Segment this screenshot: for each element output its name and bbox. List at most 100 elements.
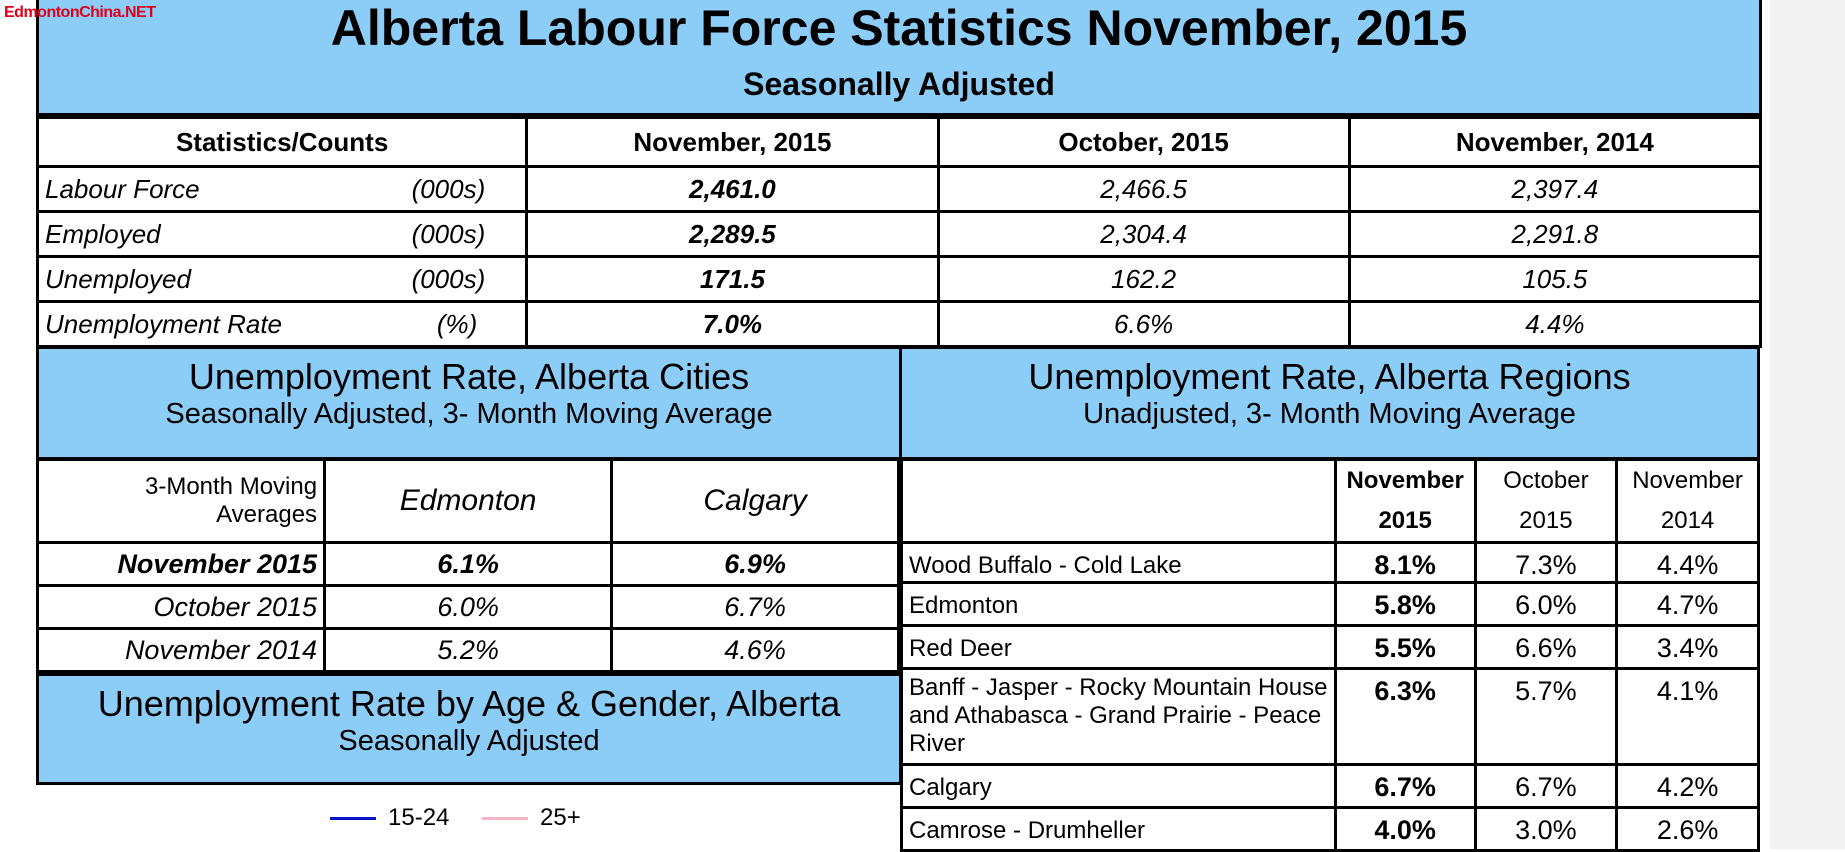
age-gender-section-header: Unemployment Rate by Age & Gender, Alber…: [36, 673, 902, 785]
table-row: November 2015 6.1% 6.9%: [35, 541, 900, 587]
table-header-row: November 2015 October 2015 November 2014: [900, 458, 1760, 544]
labour-force-table: Statistics/Counts November, 2015 October…: [35, 116, 1763, 348]
cell-value: 2,289.5: [525, 210, 940, 258]
cell-value: 5.5%: [1333, 624, 1477, 670]
cell-value: 6.0%: [323, 584, 614, 630]
column-header-edmonton: Edmonton: [323, 458, 614, 544]
cell-value: 6.3%: [1333, 667, 1477, 766]
table-row: Unemployed (000s) 171.5 162.2 105.5: [35, 255, 1763, 303]
table-row: Labour Force (000s) 2,461.0 2,466.5 2,397…: [35, 165, 1763, 213]
column-header: October 2015: [1473, 458, 1619, 544]
column-header-calgary: Calgary: [610, 458, 900, 544]
row-label: November 2015: [35, 541, 327, 587]
region-name: Edmonton: [900, 581, 1337, 627]
row-label: Labour Force: [45, 173, 200, 204]
row-unit: (000s): [411, 173, 486, 204]
row-label: Employed: [45, 218, 161, 249]
table-row: October 2015 6.0% 6.7%: [35, 584, 900, 630]
table-header-row: 3-Month Moving Averages Edmonton Calgary: [35, 458, 900, 544]
cell-value: 6.6%: [936, 300, 1351, 348]
table-row: Edmonton 5.8% 6.0% 4.7%: [900, 581, 1760, 627]
legend-item-15-24: 15-24: [330, 804, 449, 832]
cities-subtitle: Seasonally Adjusted, 3- Month Moving Ave…: [165, 398, 773, 430]
row-unit: (%): [436, 308, 478, 339]
cell-value: 6.7%: [1473, 763, 1619, 809]
watermark: EdmontonChina.NET: [4, 4, 156, 21]
legend-line-icon: [482, 817, 528, 821]
table-row: Employed (000s) 2,289.5 2,304.4 2,291.8: [35, 210, 1763, 258]
row-label: November 2014: [35, 627, 327, 673]
cell-value: 7.3%: [1473, 541, 1619, 584]
cell-value: 2.6%: [1615, 806, 1760, 852]
cell-value: 4.1%: [1615, 667, 1760, 766]
column-header: October, 2015: [936, 116, 1351, 168]
table-row: Calgary 6.7% 6.7% 4.2%: [900, 763, 1760, 809]
cell-value: 2,304.4: [936, 210, 1351, 258]
cell-value: 5.2%: [323, 627, 614, 673]
row-label: October 2015: [35, 584, 327, 630]
table-row: November 2014 5.2% 4.6%: [35, 627, 900, 673]
region-name: Wood Buffalo - Cold Lake: [900, 541, 1337, 584]
legend-line-icon: [330, 817, 376, 821]
cell-value: 4.0%: [1333, 806, 1477, 852]
cell-value: 4.4%: [1347, 300, 1763, 348]
column-header: November 2014: [1615, 458, 1760, 544]
corner-label: 3-Month Moving Averages: [35, 458, 327, 544]
cell-value: 6.0%: [1473, 581, 1619, 627]
regions-title: Unemployment Rate, Alberta Regions: [1028, 356, 1631, 397]
regions-table: November 2015 October 2015 November 2014 Wo…: [900, 458, 1760, 852]
row-unit: (000s): [411, 218, 486, 249]
column-header: Statistics/Counts: [35, 116, 529, 168]
cell-value: 7.0%: [525, 300, 940, 348]
cell-value: 4.4%: [1615, 541, 1760, 584]
table-row: Red Deer 5.5% 6.6% 3.4%: [900, 624, 1760, 670]
page-margin: [1770, 0, 1845, 849]
page-subtitle: Seasonally Adjusted: [743, 66, 1055, 102]
cell-value: 4.2%: [1615, 763, 1760, 809]
legend-item-25-plus: 25+: [482, 804, 581, 832]
table-row: Unemployment Rate (%) 7.0% 6.6% 4.4%: [35, 300, 1763, 348]
cell-value: 2,291.8: [1347, 210, 1763, 258]
cell-value: 6.6%: [1473, 624, 1619, 670]
cell-value: 171.5: [525, 255, 940, 303]
cell-value: 5.8%: [1333, 581, 1477, 627]
cell-value: 2,397.4: [1347, 165, 1763, 213]
cell-value: 6.7%: [610, 584, 900, 630]
cell-value: 2,466.5: [936, 165, 1351, 213]
cities-title: Unemployment Rate, Alberta Cities: [188, 356, 750, 397]
row-unit: (000s): [411, 263, 486, 294]
age-gender-subtitle: Seasonally Adjusted: [338, 725, 600, 757]
region-name: Red Deer: [900, 624, 1337, 670]
cell-value: 4.7%: [1615, 581, 1760, 627]
cell-value: 2,461.0: [525, 165, 940, 213]
table-row: Wood Buffalo - Cold Lake 8.1% 7.3% 4.4%: [900, 541, 1760, 584]
region-name: Calgary: [900, 763, 1337, 809]
cell-value: 105.5: [1347, 255, 1763, 303]
cities-table: 3-Month Moving Averages Edmonton Calgary…: [35, 458, 900, 673]
row-label: Unemployment Rate: [45, 308, 282, 339]
region-name: Banff - Jasper - Rocky Mountain House an…: [900, 667, 1337, 766]
cell-value: 6.1%: [323, 541, 614, 587]
regions-section-header: Unemployment Rate, Alberta Regions Unadj…: [899, 346, 1760, 460]
region-name: Camrose - Drumheller: [900, 806, 1337, 852]
page-header: Alberta Labour Force Statistics November…: [36, 0, 1762, 116]
row-label: Unemployed: [45, 263, 191, 294]
column-header: November 2015: [1333, 458, 1477, 544]
table-header-row: Statistics/Counts November, 2015 October…: [35, 116, 1763, 168]
cell-value: 6.7%: [1333, 763, 1477, 809]
cell-value: 6.9%: [610, 541, 900, 587]
table-row: Banff - Jasper - Rocky Mountain House an…: [900, 667, 1760, 766]
cell-value: 162.2: [936, 255, 1351, 303]
page-title: Alberta Labour Force Statistics November…: [330, 0, 1468, 56]
cell-value: 8.1%: [1333, 541, 1477, 584]
column-header: November, 2015: [525, 116, 940, 168]
table-row: Camrose - Drumheller 4.0% 3.0% 2.6%: [900, 806, 1760, 852]
column-header: November, 2014: [1347, 116, 1763, 168]
age-gender-title: Unemployment Rate by Age & Gender, Alber…: [97, 683, 841, 724]
cell-value: 3.0%: [1473, 806, 1619, 852]
empty-header-cell: [900, 458, 1337, 544]
cell-value: 5.7%: [1473, 667, 1619, 766]
cell-value: 3.4%: [1615, 624, 1760, 670]
cell-value: 4.6%: [610, 627, 900, 673]
cities-section-header: Unemployment Rate, Alberta Cities Season…: [36, 346, 902, 460]
